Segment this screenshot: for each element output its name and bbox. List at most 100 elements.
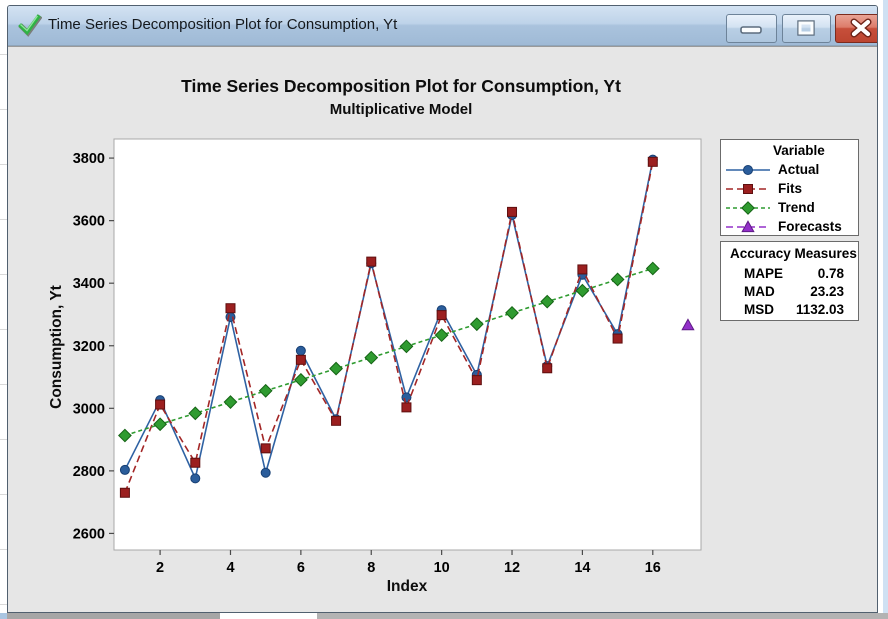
accuracy-row-mad: MAD 23.23 xyxy=(721,284,858,302)
data-point-fits xyxy=(225,303,236,314)
y-axis-title: Consumption, Yt xyxy=(48,285,65,409)
x-tick-label: 12 xyxy=(504,560,520,576)
data-point-fits xyxy=(155,399,166,410)
data-point-trend xyxy=(645,261,660,276)
x-tick-label: 6 xyxy=(297,560,305,576)
data-point-trend xyxy=(434,328,449,343)
chart-plot-area: 2600 2800 3000 3200 3400 3600 3800 2 4 6 8 10 12 14 16 xyxy=(73,138,702,576)
window-title: Time Series Decomposition Plot for Consu… xyxy=(48,16,398,33)
data-point-actual xyxy=(260,467,271,478)
data-point-forecasts xyxy=(681,318,695,331)
data-point-trend xyxy=(329,361,343,376)
data-point-trend xyxy=(364,350,379,365)
data-point-fits xyxy=(366,256,377,267)
accuracy-value: 23.23 xyxy=(810,284,844,299)
data-point-actual xyxy=(295,345,306,356)
legend-title: Variable xyxy=(773,143,825,158)
close-button[interactable] xyxy=(835,14,877,43)
y-tick-label: 2800 xyxy=(73,464,105,480)
legend-swatch-forecasts xyxy=(726,219,770,232)
green-checkmark-icon xyxy=(18,14,42,37)
data-point-fits xyxy=(471,375,482,386)
data-point-fits xyxy=(190,457,201,468)
plot-frame xyxy=(113,138,702,551)
series-line-fits xyxy=(124,161,654,494)
legend-item-trend: Trend xyxy=(725,198,815,217)
y-tick-label: 2600 xyxy=(73,526,105,542)
data-point-trend xyxy=(188,406,203,421)
background-bottom-strip xyxy=(0,613,888,619)
legend-label: Forecasts xyxy=(778,219,842,234)
chart-title: Time Series Decomposition Plot for Consu… xyxy=(181,76,621,96)
legend-label: Actual xyxy=(778,162,820,177)
minimize-button[interactable] xyxy=(726,14,777,43)
data-point-actual xyxy=(119,464,130,475)
accuracy-row-mape: MAPE 0.78 xyxy=(721,266,858,284)
accuracy-row-msd: MSD 1132.03 xyxy=(721,302,858,320)
data-point-fits xyxy=(119,487,130,498)
data-point-fits xyxy=(612,333,623,344)
accuracy-value: 0.78 xyxy=(817,266,844,281)
data-point-trend xyxy=(258,383,273,398)
data-point-trend xyxy=(540,294,555,309)
accuracy-label: MAD xyxy=(744,284,775,299)
y-tick-label: 3600 xyxy=(73,214,105,230)
accuracy-title: Accuracy Measures xyxy=(730,246,857,261)
graph-window: Time Series Decomposition Plot for Consu… xyxy=(7,5,878,613)
accuracy-measures-panel: Accuracy Measures MAPE 0.78 MAD 23.23 MS… xyxy=(720,241,859,321)
legend-swatch-fits xyxy=(726,183,770,194)
data-point-actual xyxy=(190,473,201,484)
maximize-icon xyxy=(797,20,815,36)
legend-item-actual: Actual xyxy=(725,160,819,179)
legend: Variable Actual Fits Trend Forecasts xyxy=(720,139,859,236)
graph-canvas: 2600 2800 3000 3200 3400 3600 3800 2 4 6 8 10 12 14 16… xyxy=(8,46,877,612)
x-tick-label: 4 xyxy=(226,560,234,576)
data-point-trend xyxy=(610,272,625,287)
legend-item-forecasts: Forecasts xyxy=(725,217,842,236)
data-point-fits xyxy=(295,354,306,365)
data-point-trend xyxy=(505,306,519,320)
maximize-button[interactable] xyxy=(782,14,831,43)
data-point-fits xyxy=(260,443,271,454)
data-point-trend xyxy=(399,339,414,354)
y-tick-label: 3400 xyxy=(73,276,105,292)
accuracy-label: MAPE xyxy=(744,266,784,281)
x-tick-label: 8 xyxy=(367,560,375,576)
minimize-icon xyxy=(740,26,762,34)
data-point-fits xyxy=(436,310,447,321)
window-titlebar[interactable]: Time Series Decomposition Plot for Consu… xyxy=(8,6,877,46)
x-tick-label: 16 xyxy=(645,560,661,576)
data-point-trend xyxy=(469,317,484,332)
x-tick-label: 2 xyxy=(156,560,164,576)
background-right-strip xyxy=(878,0,888,619)
background-worksheet-sliver xyxy=(0,0,7,619)
legend-swatch-trend xyxy=(726,200,770,215)
series-line-trend xyxy=(124,267,654,437)
x-axis-title: Index xyxy=(386,578,428,595)
legend-swatch-actual xyxy=(726,164,770,175)
data-point-trend xyxy=(118,428,132,443)
y-tick-label: 3800 xyxy=(73,151,105,167)
data-point-trend xyxy=(153,417,168,432)
legend-item-fits: Fits xyxy=(725,179,802,198)
x-tick-label: 10 xyxy=(434,560,450,576)
background-blue-edge xyxy=(883,0,888,619)
data-point-trend xyxy=(575,283,590,298)
data-point-fits xyxy=(542,363,553,374)
y-tick-label: 3200 xyxy=(73,339,105,355)
legend-label: Fits xyxy=(778,181,803,196)
data-point-fits xyxy=(331,415,342,426)
data-point-fits xyxy=(647,156,658,167)
legend-label: Trend xyxy=(778,200,815,215)
x-tick-label: 14 xyxy=(574,560,590,576)
data-point-trend xyxy=(293,372,308,387)
chart-subtitle: Multiplicative Model xyxy=(329,101,473,118)
data-point-fits xyxy=(507,206,518,217)
data-point-fits xyxy=(577,264,588,275)
y-tick-label: 3000 xyxy=(73,401,105,417)
accuracy-value: 1132.03 xyxy=(795,302,844,317)
data-point-trend xyxy=(223,395,238,409)
data-point-fits xyxy=(401,402,412,413)
close-icon xyxy=(850,18,872,38)
